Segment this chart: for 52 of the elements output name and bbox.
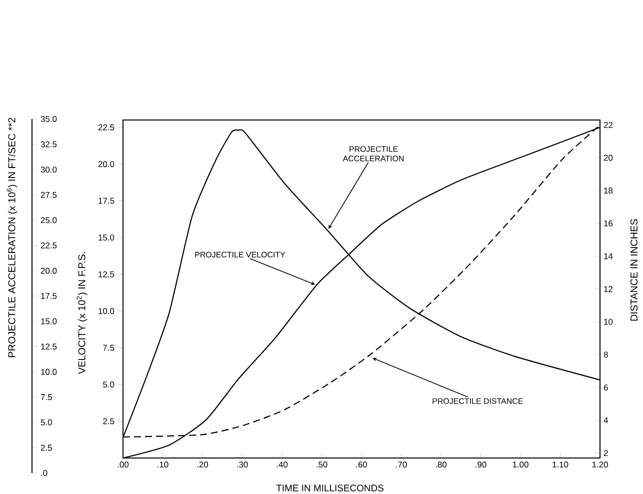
y-tick-label: 12.5 [98,271,114,278]
x-tick-label: 1.10 [552,462,568,468]
y3-tick-label: 22.5 [40,242,57,248]
y3-tick-label: 10.0 [41,368,57,375]
y3-tick-label: .0 [41,470,48,476]
y2-tick-label: 10 [604,318,613,325]
y2-tick-label: 14 [604,253,613,260]
y3-tick-label: 12.5 [41,344,57,350]
y3-tick-label: 15.0 [41,318,57,324]
y-tick-label: 5.0 [103,382,114,388]
x-tick-label: 1.00 [512,462,528,468]
x-tick-label: .70 [396,462,407,468]
x-tick-label: .20 [197,462,208,468]
y-tick-label: 22.5 [98,124,114,130]
y2-tick-label: 18 [604,188,613,194]
y-tick-label: 17.5 [98,198,114,204]
y-tick-label: 10.0 [98,308,114,314]
y2-tick-label: 22 [604,122,613,128]
y-axis-title: VELOCITY (x 10$^{2}$) IN F.P.S. [76,252,88,374]
x-tick-label: .40 [276,462,288,468]
y-tick-label: 20.0 [98,161,114,168]
y-tick-label: 7.5 [103,344,114,351]
x-tick-label: .60 [356,462,368,468]
y2-tick-label: 6 [604,384,608,390]
y3-tick-label: 25.0 [40,217,57,224]
x-tick-label: .10 [158,462,168,468]
y3-tick-label: 27.5 [40,192,57,198]
x-tick-label: 1.20 [592,462,608,468]
x-tick-label: .50 [316,462,328,468]
y2-tick-label: 20 [604,154,613,161]
y3-tick-label: 32.5 [40,141,57,148]
y2-tick-label: 4 [604,417,608,424]
y2-tick-label: 12 [604,286,613,292]
y3-tick-label: 30.0 [40,166,57,173]
y3-tick-label: 35.0 [40,116,57,122]
y-tick-label: 15.0 [98,234,114,241]
y3-tick-label: 2.5 [40,444,52,451]
x-axis-title: TIME IN MILLISECONDS [276,484,384,492]
x-tick-label: .00 [118,462,129,468]
y2-tick-label: 8 [604,352,608,358]
y3-tick-label: 7.5 [40,394,52,400]
x-tick-label: .30 [237,462,248,468]
y3-tick-label: 5.0 [40,419,52,426]
y2-tick-label: 16 [604,220,613,226]
y2-tick-label: 2 [604,450,608,456]
y-tick-label: 2.5 [103,418,114,424]
y3-tick-label: 17.5 [41,293,57,299]
y3-tick-label: 20.0 [40,268,57,274]
x-tick-label: .90 [476,462,486,468]
y2-axis-title: DISTANCE IN INCHES [630,219,638,321]
y3-axis-title: PROJECTILE ACCELERATION (x 10$^{6}$) IN FT/SEC **2 [6,118,18,358]
x-tick-label: .80 [436,462,447,468]
